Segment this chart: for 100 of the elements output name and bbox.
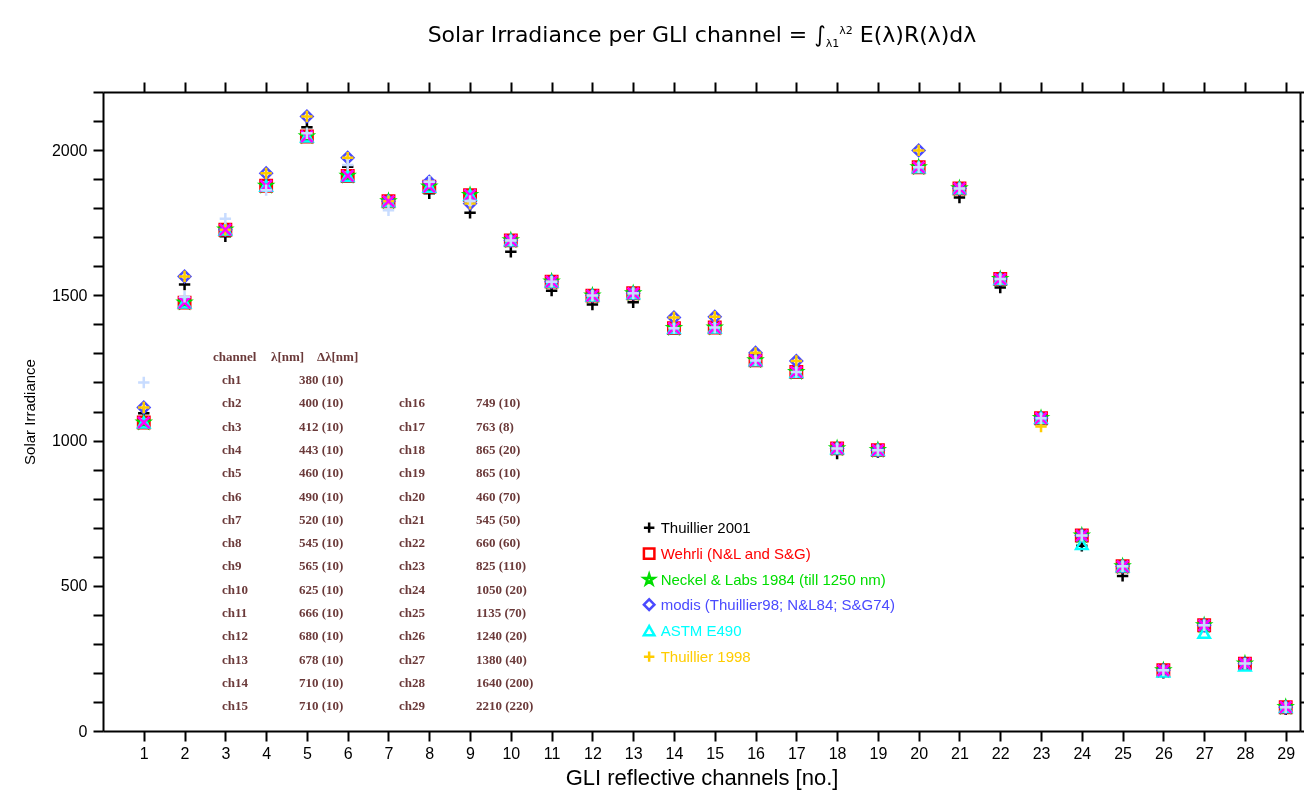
annotation: ch12 (222, 628, 248, 644)
y-tick-label: 1000 (51, 432, 88, 450)
annotation: ch5 (222, 465, 242, 481)
annotation: ch23 (399, 558, 426, 574)
annotation: 460 (10) (299, 465, 344, 481)
x-tick-label: 7 (384, 744, 394, 762)
annotation: ch6 (222, 488, 242, 504)
annotation: 520 (10) (299, 511, 344, 527)
annotation: 1135 (70) (476, 605, 527, 620)
x-tick-label: 24 (1073, 744, 1092, 762)
annotation: ch4 (222, 441, 242, 457)
x-tick-label: 21 (951, 744, 969, 762)
annotation: ch1 (222, 372, 242, 387)
x-tick-label: 15 (706, 744, 725, 762)
annotation: 565 (10) (299, 558, 344, 574)
annotation: 1380 (40) (476, 651, 527, 667)
annotation: 1050 (20) (476, 581, 527, 597)
x-tick-label: 19 (869, 744, 888, 762)
legend-label: modis (Thuillier98; N&L84; S&G74) (660, 595, 895, 613)
annotation: ch10 (222, 581, 248, 597)
annotation: 865 (10) (476, 465, 521, 481)
annotation: Δλ[nm] (317, 349, 359, 364)
annotation: 749 (10) (476, 395, 521, 411)
x-tick-label: 10 (502, 744, 521, 762)
annotation: ch9 (222, 558, 242, 574)
x-tick-label: 26 (1154, 744, 1173, 762)
x-tick-label: 23 (1032, 744, 1051, 762)
annotation: ch17 (399, 418, 426, 434)
annotation: ch26 (399, 628, 426, 644)
annotation: ch20 (399, 488, 425, 504)
annotation: ch11 (222, 605, 248, 620)
legend-label: Thuillier 2001 (660, 518, 751, 536)
annotation: ch3 (222, 418, 242, 434)
x-tick-label: 14 (665, 744, 684, 762)
annotation: 680 (10) (299, 628, 344, 644)
annotation: ch29 (399, 698, 426, 714)
annotation: 443 (10) (299, 441, 344, 457)
x-tick-label: 3 (221, 744, 231, 762)
x-tick-label: 20 (910, 744, 929, 762)
annotation: ch19 (399, 465, 426, 481)
x-tick-label: 12 (584, 744, 602, 762)
annotation: ch2 (222, 395, 242, 411)
annotation: channel (213, 349, 257, 364)
x-tick-label: 8 (425, 744, 435, 762)
y-axis-title: Solar Irradiance (20, 359, 38, 465)
annotation: ch15 (222, 698, 249, 714)
annotation: ch22 (399, 535, 425, 551)
x-tick-label: 2 (180, 744, 190, 762)
annotation: 1640 (200) (476, 674, 534, 690)
legend-label: Thuillier 1998 (660, 647, 751, 665)
y-tick-label: 500 (60, 577, 88, 595)
annotation: 460 (70) (476, 488, 521, 504)
annotation: 380 (10) (299, 372, 344, 387)
annotation: 865 (20) (476, 441, 521, 457)
annotation: ch18 (399, 441, 426, 457)
annotation: ch13 (222, 651, 249, 667)
annotation: 666 (10) (299, 605, 344, 620)
annotation: 825 (110) (476, 558, 527, 574)
x-tick-label: 25 (1114, 744, 1133, 762)
x-tick-label: 16 (747, 744, 766, 762)
annotation: 763 (8) (476, 418, 514, 434)
annotation: 412 (10) (299, 418, 344, 434)
annotation: λ[nm] (271, 349, 305, 364)
annotation: 660 (60) (476, 535, 521, 551)
annotation: ch28 (399, 674, 426, 690)
x-tick-label: 6 (343, 744, 353, 762)
x-tick-label: 27 (1195, 744, 1214, 762)
annotation: ch25 (399, 605, 426, 620)
legend-label: Wehrli (N&L and S&G) (660, 544, 811, 562)
legend-label: Neckel & Labs 1984 (till 1250 nm) (660, 570, 886, 588)
annotation: 545 (50) (476, 511, 521, 527)
annotation: ch7 (222, 511, 242, 527)
annotation: 490 (10) (299, 488, 344, 504)
annotation: 710 (10) (299, 698, 344, 714)
annotation: 1240 (20) (476, 628, 527, 644)
x-tick-label: 11 (543, 744, 561, 762)
legend-label: ASTM E490 (660, 621, 742, 639)
annotation: 2210 (220) (476, 698, 534, 714)
x-tick-label: 18 (828, 744, 847, 762)
x-tick-label: 1 (139, 744, 149, 762)
annotation: 710 (10) (299, 674, 344, 690)
y-tick-label: 2000 (51, 141, 88, 159)
annotation: ch8 (222, 535, 242, 551)
x-axis-title: GLI reflective channels [no.] (565, 764, 839, 790)
x-tick-label: 17 (787, 744, 806, 762)
x-tick-label: 13 (624, 744, 643, 762)
y-tick-label: 0 (78, 722, 88, 740)
annotation: ch27 (399, 651, 426, 667)
x-tick-label: 29 (1277, 744, 1296, 762)
annotation: 545 (10) (299, 535, 344, 551)
x-tick-label: 9 (466, 744, 476, 762)
annotation: 400 (10) (299, 395, 344, 411)
x-tick-label: 4 (262, 744, 272, 762)
annotation: ch24 (399, 581, 426, 597)
x-tick-label: 5 (302, 744, 312, 762)
annotation: ch16 (399, 395, 426, 411)
y-tick-label: 1500 (51, 286, 88, 304)
annotation: ch21 (399, 511, 425, 527)
chart-title: Solar Irradiance per GLI channel = ∫$_{λ1}$$^{λ2}$ E(λ)R(λ)dλ (426, 21, 978, 53)
x-tick-label: 22 (991, 744, 1010, 762)
